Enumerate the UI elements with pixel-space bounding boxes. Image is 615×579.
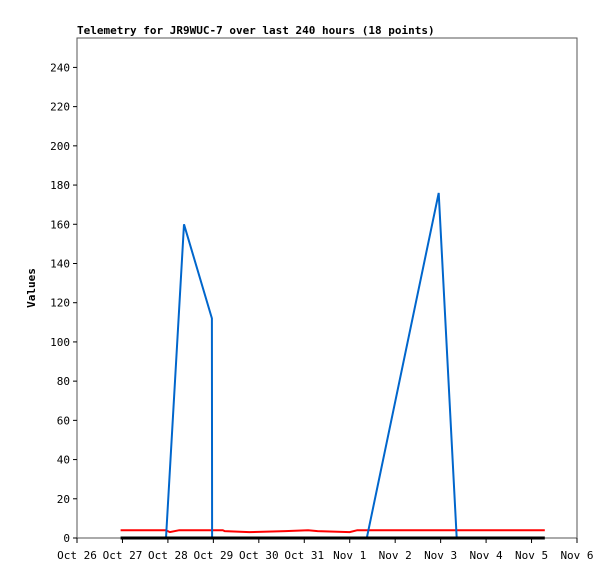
x-tick-label: Oct 26 <box>57 549 97 562</box>
chart-title: Telemetry for JR9WUC-7 over last 240 hou… <box>77 24 435 37</box>
series-line-1 <box>120 529 545 534</box>
y-tick-label: 40 <box>57 454 70 467</box>
y-tick-label: 200 <box>50 140 70 153</box>
x-tick-label: Nov 6 <box>560 549 593 562</box>
series-line-2 <box>165 192 458 539</box>
x-tick-label: Oct 29 <box>193 549 233 562</box>
plot-frame <box>76 37 578 539</box>
y-tick-label: 140 <box>50 257 70 270</box>
y-axis-label: Values <box>25 268 38 308</box>
x-tick-label: Nov 4 <box>470 549 503 562</box>
x-tick-label: Nov 5 <box>515 549 548 562</box>
x-tick-label: Nov 1 <box>333 549 366 562</box>
y-tick-label: 120 <box>50 297 70 310</box>
x-tick-label: Oct 31 <box>284 549 324 562</box>
x-axis: Oct 26 Oct 27 Oct 28 Oct 29 Oct 30 Oct 31 Nov … <box>57 538 594 562</box>
y-tick-label: 240 <box>50 61 70 74</box>
x-tick-label: Nov 2 <box>379 549 412 562</box>
y-tick-label: 20 <box>57 493 70 506</box>
x-tick-label: Nov 3 <box>424 549 457 562</box>
y-axis: 0 20 40 60 80 100 120 140 160 180 200 220 240 <box>50 61 77 545</box>
y-tick-label: 100 <box>50 336 70 349</box>
y-tick-label: 60 <box>57 414 70 427</box>
y-tick-label: 0 <box>63 532 70 545</box>
y-tick-label: 80 <box>57 375 70 388</box>
y-tick-label: 220 <box>50 101 70 114</box>
y-tick-label: 160 <box>50 218 70 231</box>
series-group <box>120 192 545 540</box>
x-tick-label: Oct 30 <box>239 549 279 562</box>
y-tick-label: 180 <box>50 179 70 192</box>
x-tick-label: Oct 28 <box>148 549 188 562</box>
x-tick-label: Oct 27 <box>103 549 143 562</box>
